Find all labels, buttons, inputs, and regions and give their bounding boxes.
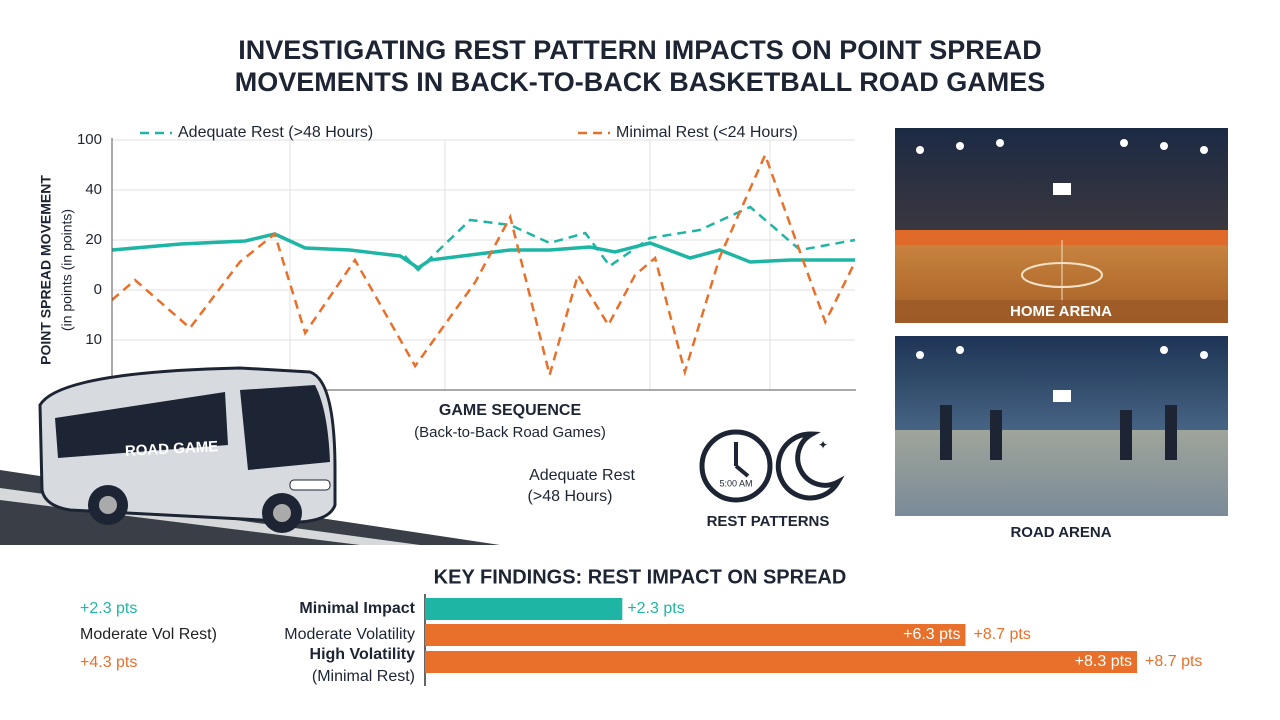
y-tick-label: 100 bbox=[77, 131, 102, 148]
bar-annotation: +8.7 pts bbox=[1145, 653, 1202, 670]
home-arena-image: HOME ARENA bbox=[895, 128, 1228, 323]
findings-chart: KEY FINDINGS: REST IMPACT ON SPREAD Minim… bbox=[80, 566, 1202, 686]
y-axis-subtitle: (in points (in points) bbox=[59, 209, 75, 331]
line-chart: 01002040100Adequate Rest (>48 Hours)Mini… bbox=[77, 124, 857, 398]
rest-icons: 5:00 AM ✦ bbox=[699, 429, 845, 503]
y-tick-label: 0 bbox=[94, 281, 102, 298]
x-axis-subtitle: (Back-to-Back Road Games) bbox=[414, 424, 606, 441]
findings-title: KEY FINDINGS: REST IMPACT ON SPREAD bbox=[434, 566, 847, 588]
value-label: +6.3 pts bbox=[903, 626, 960, 643]
y-axis-title: POINT SPREAD MOVEMENT bbox=[38, 175, 54, 365]
category-label: High Volatility bbox=[310, 646, 416, 663]
bar-annotation: +8.7 pts bbox=[973, 626, 1030, 643]
home-arena-label: HOME ARENA bbox=[1010, 303, 1112, 320]
bar bbox=[425, 651, 1138, 673]
y-tick-label: 10 bbox=[85, 331, 102, 348]
road-arena-image bbox=[895, 336, 1228, 516]
value-label: +2.3 pts bbox=[627, 600, 684, 617]
bus-illustration: ROAD GAME bbox=[0, 366, 500, 545]
x-axis-title: GAME SEQUENCE bbox=[439, 402, 582, 419]
side-note: +4.3 pts bbox=[80, 654, 137, 671]
road-arena-label: ROAD ARENA bbox=[1010, 524, 1111, 541]
rest-note: (>48 Hours) bbox=[528, 488, 613, 505]
category-note: (Minimal Rest) bbox=[312, 668, 415, 685]
value-label: +8.3 pts bbox=[1075, 653, 1132, 670]
rest-note: Adequate Rest bbox=[529, 467, 635, 484]
y-tick-label: 40 bbox=[85, 181, 102, 198]
rest-patterns-label: REST PATTERNS bbox=[707, 513, 830, 530]
bar bbox=[425, 624, 966, 646]
legend-label: Minimal Rest (<24 Hours) bbox=[616, 124, 798, 141]
x-grid bbox=[289, 140, 771, 390]
title-line: INVESTIGATING REST PATTERN IMPACTS ON PO… bbox=[238, 35, 1042, 65]
bus-label: ROAD GAME bbox=[125, 438, 219, 460]
side-note: Moderate Vol Rest) bbox=[80, 626, 217, 643]
bar bbox=[425, 598, 623, 620]
clock-time: 5:00 AM bbox=[719, 478, 752, 488]
category-label: Minimal Impact bbox=[299, 600, 415, 617]
star: ✦ bbox=[818, 438, 828, 452]
series-line bbox=[111, 151, 857, 380]
category-label: Moderate Volatility bbox=[284, 626, 415, 643]
series-line bbox=[403, 205, 856, 272]
series-line bbox=[111, 232, 855, 271]
y-tick-label: 20 bbox=[85, 231, 102, 248]
legend-label: Adequate Rest (>48 Hours) bbox=[178, 124, 373, 141]
side-note: +2.3 pts bbox=[80, 600, 137, 617]
title-line: MOVEMENTS IN BACK-TO-BACK BASKETBALL ROA… bbox=[235, 67, 1046, 97]
